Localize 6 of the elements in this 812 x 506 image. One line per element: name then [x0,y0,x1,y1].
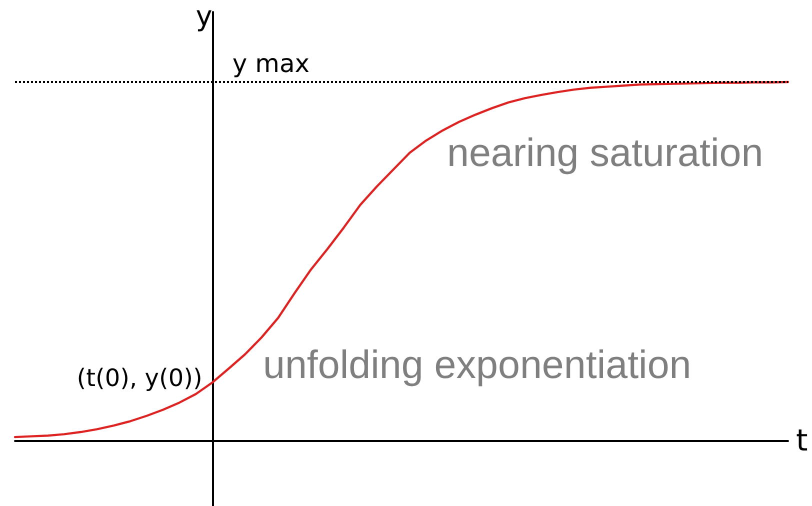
ref-line-label: y max [232,49,310,78]
annotation: (t(0), y(0)) [76,364,202,392]
x-axis-title: t [796,424,808,458]
annotation: unfolding exponentiation [263,343,692,387]
y-axis-title: y [196,0,212,32]
annotation: nearing saturation [447,131,764,175]
